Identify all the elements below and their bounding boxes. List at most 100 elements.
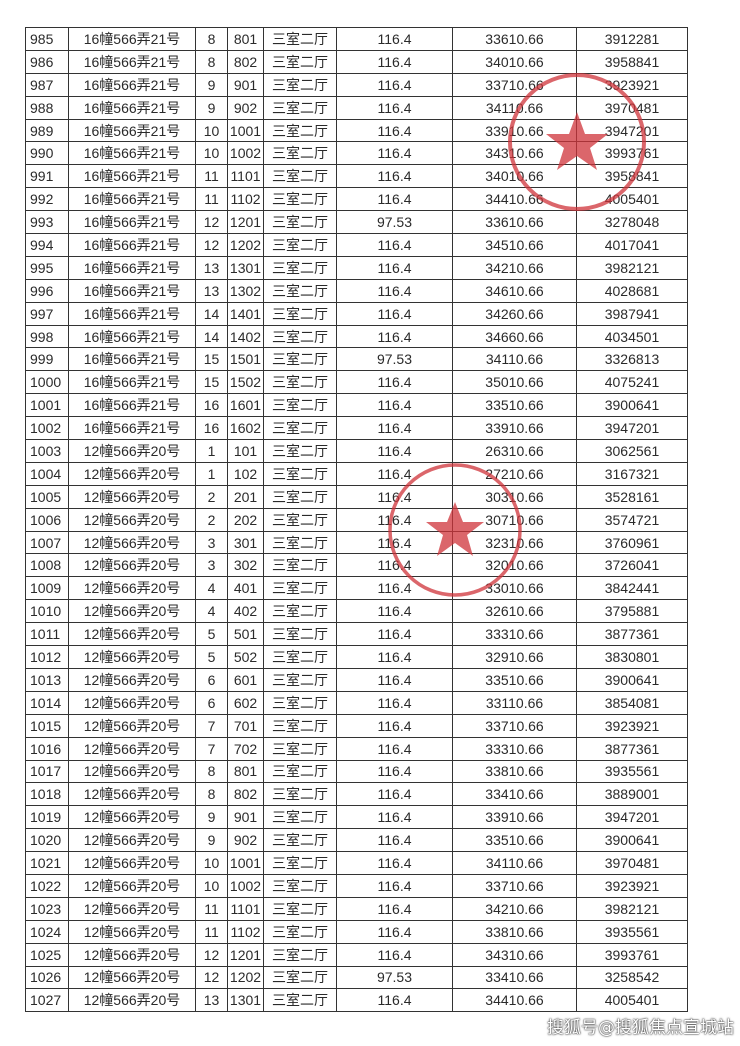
area-cell: 116.4 (336, 851, 453, 875)
floor-cell: 15 (195, 347, 228, 372)
layout-cell: 三室二厅 (263, 805, 337, 830)
layout-cell: 三室二厅 (263, 599, 337, 624)
row-number-cell: 1004 (25, 461, 69, 486)
floor-cell: 10 (195, 873, 228, 898)
row-number-cell: 997 (25, 301, 69, 326)
room-number-cell: 1401 (227, 301, 264, 326)
unit-price-cell: 32310.66 (452, 530, 577, 555)
total-price-cell: 3854081 (576, 690, 688, 715)
layout-cell: 三室二厅 (263, 324, 337, 349)
row-number-cell: 1024 (25, 919, 69, 944)
table-row: 1023 12幢566弄20号 11 1101 三室二厅 116.4 34210.66 398… (25, 896, 688, 921)
table-row: 990 16幢566弄21号 10 1002 三室二厅 116.4 34310.66 3993… (25, 141, 688, 166)
total-price-cell: 3726041 (576, 553, 688, 578)
total-price-cell: 3935561 (576, 919, 688, 944)
floor-cell: 4 (195, 576, 228, 601)
total-price-cell: 3935561 (576, 759, 688, 784)
area-cell: 116.4 (336, 118, 453, 143)
table-row: 996 16幢566弄21号 13 1302 三室二厅 116.4 34610.66 4028… (25, 278, 688, 303)
row-number-cell: 992 (25, 187, 69, 212)
unit-price-cell: 33610.66 (452, 210, 577, 235)
row-number-cell: 1011 (25, 622, 69, 647)
unit-price-cell: 34660.66 (452, 324, 577, 349)
row-number-cell: 1007 (25, 530, 69, 555)
total-price-cell: 3574721 (576, 507, 688, 532)
unit-price-cell: 33310.66 (452, 622, 577, 647)
floor-cell: 3 (195, 553, 228, 578)
total-price-cell: 3258542 (576, 965, 688, 990)
building-cell: 12幢566弄20号 (68, 507, 196, 532)
table-row: 1011 12幢566弄20号 5 501 三室二厅 116.4 33310.66 38773… (25, 622, 688, 647)
building-cell: 16幢566弄21号 (68, 233, 196, 257)
unit-price-cell: 27210.66 (452, 461, 577, 486)
floor-cell: 5 (195, 645, 228, 669)
area-cell: 116.4 (336, 255, 453, 280)
area-cell: 116.4 (336, 141, 453, 166)
layout-cell: 三室二厅 (263, 164, 337, 189)
area-cell: 116.4 (336, 667, 453, 692)
area-cell: 116.4 (336, 622, 453, 647)
room-number-cell: 1202 (227, 965, 264, 990)
layout-cell: 三室二厅 (263, 72, 337, 97)
area-cell: 116.4 (336, 49, 453, 74)
watermark: 搜狐号@搜狐焦点宣城站 (547, 1018, 734, 1038)
room-number-cell: 602 (227, 690, 264, 715)
layout-cell: 三室二厅 (263, 553, 337, 578)
area-cell: 116.4 (336, 187, 453, 212)
floor-cell: 1 (195, 461, 228, 486)
layout-cell: 三室二厅 (263, 461, 337, 486)
total-price-cell: 3795881 (576, 599, 688, 624)
building-cell: 12幢566弄20号 (68, 736, 196, 761)
layout-cell: 三室二厅 (263, 255, 337, 280)
table-row: 1005 12幢566弄20号 2 201 三室二厅 116.4 30310.66 35281… (25, 484, 688, 509)
area-cell: 116.4 (336, 233, 453, 257)
layout-cell: 三室二厅 (263, 667, 337, 692)
building-cell: 16幢566弄21号 (68, 49, 196, 74)
floor-cell: 7 (195, 713, 228, 738)
total-price-cell: 3912281 (576, 27, 688, 51)
total-price-cell: 3987941 (576, 301, 688, 326)
layout-cell: 三室二厅 (263, 851, 337, 875)
row-number-cell: 1023 (25, 896, 69, 921)
building-cell: 16幢566弄21号 (68, 324, 196, 349)
row-number-cell: 1014 (25, 690, 69, 715)
table-row: 1024 12幢566弄20号 11 1102 三室二厅 116.4 33810.66 393… (25, 919, 688, 944)
row-number-cell: 1010 (25, 599, 69, 624)
building-cell: 12幢566弄20号 (68, 484, 196, 509)
layout-cell: 三室二厅 (263, 988, 337, 1013)
table-row: 988 16幢566弄21号 9 902 三室二厅 116.4 34110.66 397048… (25, 95, 688, 120)
room-number-cell: 501 (227, 622, 264, 647)
total-price-cell: 3947201 (576, 118, 688, 143)
floor-cell: 14 (195, 324, 228, 349)
total-price-cell: 3923921 (576, 713, 688, 738)
unit-price-cell: 34110.66 (452, 347, 577, 372)
floor-cell: 14 (195, 301, 228, 326)
table-row: 1014 12幢566弄20号 6 602 三室二厅 116.4 33110.66 38540… (25, 690, 688, 715)
floor-cell: 12 (195, 942, 228, 967)
table-row: 1006 12幢566弄20号 2 202 三室二厅 116.4 30710.66 35747… (25, 507, 688, 532)
total-price-cell: 3982121 (576, 255, 688, 280)
layout-cell: 三室二厅 (263, 576, 337, 601)
room-number-cell: 1001 (227, 851, 264, 875)
building-cell: 12幢566弄20号 (68, 896, 196, 921)
unit-price-cell: 34110.66 (452, 851, 577, 875)
area-cell: 116.4 (336, 439, 453, 463)
room-number-cell: 1102 (227, 187, 264, 212)
floor-cell: 11 (195, 164, 228, 189)
layout-cell: 三室二厅 (263, 713, 337, 738)
row-number-cell: 986 (25, 49, 69, 74)
total-price-cell: 4005401 (576, 988, 688, 1013)
unit-price-cell: 33310.66 (452, 736, 577, 761)
table-row: 1021 12幢566弄20号 10 1001 三室二厅 116.4 34110.66 397… (25, 851, 688, 875)
total-price-cell: 3167321 (576, 461, 688, 486)
building-cell: 12幢566弄20号 (68, 965, 196, 990)
room-number-cell: 1301 (227, 255, 264, 280)
table-row: 1009 12幢566弄20号 4 401 三室二厅 116.4 33010.66 38424… (25, 576, 688, 601)
building-cell: 16幢566弄21号 (68, 164, 196, 189)
room-number-cell: 101 (227, 439, 264, 463)
unit-price-cell: 34010.66 (452, 49, 577, 74)
table-row: 1013 12幢566弄20号 6 601 三室二厅 116.4 33510.66 39006… (25, 667, 688, 692)
room-number-cell: 102 (227, 461, 264, 486)
building-cell: 12幢566弄20号 (68, 873, 196, 898)
row-number-cell: 1013 (25, 667, 69, 692)
